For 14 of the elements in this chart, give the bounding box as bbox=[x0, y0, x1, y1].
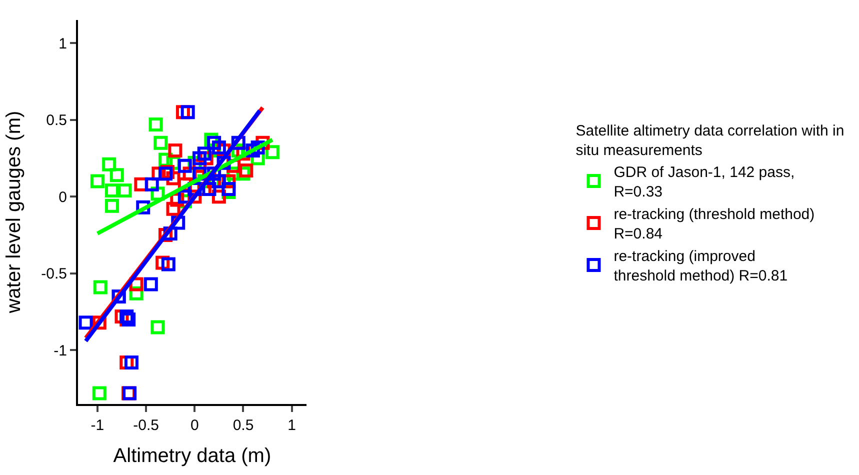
y-tick-label: 1 bbox=[58, 35, 67, 52]
x-tick-label: -1 bbox=[90, 417, 104, 434]
legend-title: Satellite altimetry data correlation with in situ measurements bbox=[576, 122, 844, 159]
legend-label: re-tracking (improved threshold method) R=0.81 bbox=[614, 248, 788, 285]
y-tick-label: 0.5 bbox=[46, 112, 67, 130]
y-tick-label: -1 bbox=[54, 342, 67, 360]
y-tick-label: -0.5 bbox=[41, 266, 67, 283]
x-tick-label: 0 bbox=[190, 417, 199, 434]
y-tick-label: 0 bbox=[58, 188, 67, 206]
x-axis-title: Altimetry data (m) bbox=[113, 445, 272, 467]
x-tick-label: 1 bbox=[288, 417, 296, 434]
x-tick-label: 0.5 bbox=[232, 417, 254, 434]
y-axis-title: water level gauges (m) bbox=[3, 110, 26, 314]
x-tick-label: -0.5 bbox=[133, 417, 159, 434]
